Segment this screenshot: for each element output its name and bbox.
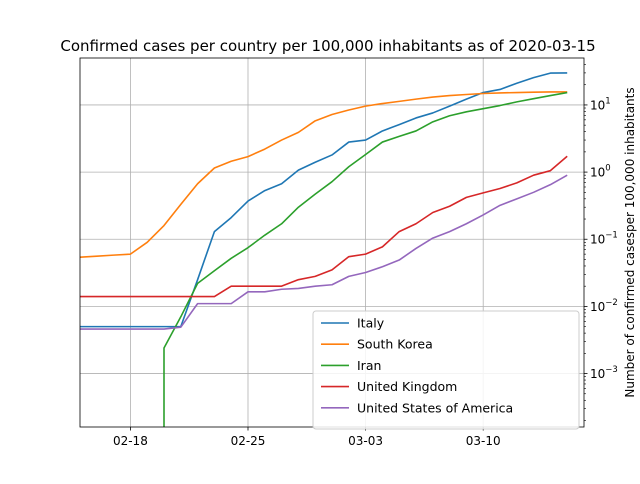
legend-entry-label: United States of America <box>357 400 513 415</box>
series-line-iran <box>163 91 568 427</box>
y-tick-exponent: 1 <box>605 96 610 106</box>
y-tick-base: 10 <box>590 367 605 381</box>
x-tick-label: 03-10 <box>466 434 501 448</box>
legend-box <box>312 310 580 430</box>
y-tick-base: 10 <box>590 233 605 247</box>
x-tick-label: 02-25 <box>231 434 266 448</box>
y-tick-label: 10−2 <box>590 298 618 314</box>
y-tick-base: 10 <box>590 166 605 180</box>
legend-entry-label: South Korea <box>357 337 433 352</box>
series-line-united-states-of-america <box>80 174 568 330</box>
series-line-italy <box>80 72 568 328</box>
y-tick-label: 10−3 <box>590 365 618 381</box>
y-tick-exponent: −2 <box>605 298 618 308</box>
y-tick-label: 101 <box>590 96 611 112</box>
series-line-united-kingdom <box>80 155 568 298</box>
y-tick-base: 10 <box>590 98 605 112</box>
y-tick-exponent: −1 <box>605 231 618 241</box>
legend-entry-label: Italy <box>357 316 385 331</box>
y-tick-label: 10−1 <box>590 231 618 247</box>
y-tick-base: 10 <box>590 300 605 314</box>
chart-title: Confirmed cases per country per 100,000 … <box>60 37 595 55</box>
series-lines <box>80 72 568 427</box>
y-axis-label: Number of confirmed casesper 100,000 inh… <box>623 87 637 397</box>
x-tick-label: 03-03 <box>348 434 383 448</box>
series-line-south-korea <box>80 91 568 259</box>
legend-entry-label: United Kingdom <box>357 379 457 394</box>
legend-entry-label: Iran <box>357 358 381 373</box>
grid-lines <box>80 58 584 427</box>
x-tick-label: 02-18 <box>113 434 148 448</box>
y-tick-label: 100 <box>590 164 611 180</box>
y-tick-exponent: −3 <box>605 365 618 375</box>
y-tick-exponent: 0 <box>605 164 610 174</box>
legend: Italy South Korea Iran United Kingdom United… <box>312 310 580 430</box>
